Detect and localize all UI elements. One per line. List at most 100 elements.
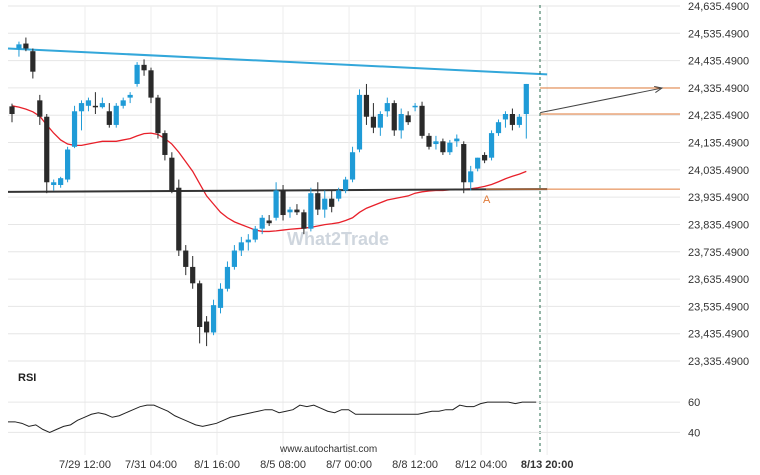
- y-tick-label: 24,435.4900: [688, 56, 749, 68]
- candle-body: [58, 178, 64, 185]
- candle-body: [169, 157, 175, 191]
- candle-body: [398, 113, 404, 131]
- candle-body: [356, 94, 363, 150]
- rsi-tick-label: 60: [688, 397, 700, 409]
- candle-body: [162, 133, 168, 155]
- candle-body: [190, 266, 196, 284]
- candle-body: [502, 113, 509, 120]
- candle-body: [349, 152, 356, 180]
- candle-body: [315, 193, 321, 210]
- candle-body: [231, 250, 237, 267]
- candle-body: [217, 288, 224, 308]
- forecast-arrow: [540, 85, 664, 114]
- y-axis-labels: 24,635.4900 24,535.4900 24,435.4900 24,335.…: [688, 1, 749, 368]
- y-tick-label: 24,635.4900: [688, 1, 749, 13]
- candle-body: [238, 242, 244, 251]
- candle-body: [273, 190, 279, 218]
- y-tick-label: 24,235.4900: [688, 110, 749, 122]
- candle-body: [16, 44, 22, 49]
- x-tick-label: 8/1 16:00: [194, 459, 240, 471]
- candle-body: [259, 217, 265, 229]
- candle-body: [294, 209, 300, 213]
- candle-body: [377, 113, 383, 128]
- candle-body: [30, 51, 36, 72]
- y-tick-label: 23,835.4900: [688, 219, 749, 231]
- candle-body: [92, 105, 98, 108]
- candle-body: [287, 209, 293, 213]
- candle-body: [509, 113, 515, 125]
- y-tick-label: 23,535.4900: [688, 301, 749, 313]
- candle-body: [99, 103, 105, 108]
- candle-body: [9, 106, 15, 114]
- candle-body: [343, 179, 349, 191]
- resistance-line: [7, 47, 548, 76]
- candle-body: [495, 122, 502, 134]
- rsi-title: RSI: [18, 372, 36, 384]
- watermark-text: What2Trade: [287, 229, 389, 249]
- candle-body: [78, 103, 85, 112]
- candle-body: [391, 103, 397, 131]
- candle-body: [363, 94, 370, 117]
- candle-body: [433, 141, 439, 145]
- forecast-arrowhead: [654, 85, 664, 93]
- y-tick-label: 23,435.4900: [688, 329, 749, 341]
- candle-body: [224, 266, 231, 289]
- candles: [9, 37, 529, 347]
- rsi-tick-label: 40: [688, 427, 700, 439]
- point-a-label: A: [483, 194, 491, 206]
- candle-body: [454, 138, 460, 142]
- candle-body: [488, 133, 495, 158]
- x-tick-label: 8/8 12:00: [392, 459, 438, 471]
- candle-body: [176, 187, 182, 251]
- candle-body: [329, 198, 335, 207]
- candle-body: [468, 171, 474, 183]
- forecast-line: [540, 87, 663, 114]
- candle-body: [440, 141, 446, 153]
- y-tick-label: 23,735.4900: [688, 247, 749, 259]
- candle-body: [85, 100, 92, 106]
- candle-body: [280, 190, 286, 216]
- ema-path: [11, 105, 527, 233]
- ema-line: [11, 105, 527, 233]
- candle-body: [516, 116, 522, 125]
- candle-body: [482, 154, 488, 161]
- x-tick-label: 8/5 08:00: [260, 459, 306, 471]
- candle-body: [210, 305, 217, 333]
- candle-body: [44, 116, 50, 183]
- x-tick-label: 7/31 04:00: [125, 459, 177, 471]
- source-text: www.autochartist.com: [279, 444, 377, 455]
- candle-body: [266, 220, 272, 224]
- candle-body: [245, 239, 251, 243]
- candle-body: [204, 321, 210, 333]
- x-axis-labels: 7/29 12:00 7/31 04:00 8/1 16:00 8/5 08:00 8/…: [59, 459, 573, 471]
- candle-body: [155, 97, 161, 134]
- candle-body: [197, 283, 203, 327]
- candle-body: [412, 105, 418, 108]
- candle-body: [461, 144, 467, 183]
- candle-body: [322, 198, 328, 210]
- x-tick-label: 8/7 00:00: [326, 459, 372, 471]
- candle-body: [37, 100, 43, 117]
- candle-body: [336, 190, 342, 199]
- candle-body: [301, 212, 307, 229]
- candle-body: [106, 111, 112, 125]
- candle-body: [447, 142, 453, 153]
- candle-body: [71, 111, 78, 147]
- x-tick-label: 7/29 12:00: [59, 459, 111, 471]
- rsi-panel: 60 40: [8, 397, 700, 439]
- y-tick-label: 24,135.4900: [688, 138, 749, 150]
- candle-body: [252, 228, 258, 240]
- candle-body: [419, 105, 425, 136]
- candle-body: [384, 103, 390, 112]
- candle-body: [51, 182, 57, 185]
- candle-body: [113, 105, 119, 125]
- candle-body: [405, 115, 411, 123]
- candle-body: [23, 43, 29, 49]
- candle-body: [127, 94, 133, 98]
- y-tick-label: 23,935.4900: [688, 192, 749, 204]
- x-tick-label: 8/13 20:00: [521, 459, 574, 471]
- x-tick-label: 8/12 04:00: [455, 459, 507, 471]
- y-tick-label: 24,335.4900: [688, 83, 749, 95]
- y-tick-label: 23,635.4900: [688, 274, 749, 286]
- y-tick-label: 23,335.4900: [688, 356, 749, 368]
